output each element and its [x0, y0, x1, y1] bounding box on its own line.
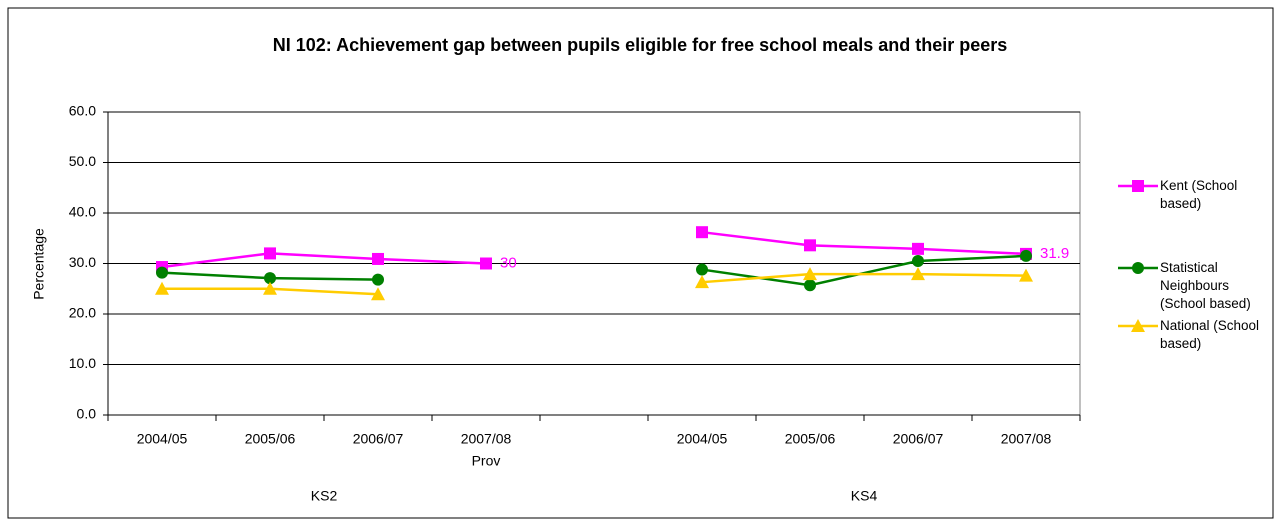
marker — [1019, 268, 1033, 282]
y-tick-label: 60.0 — [69, 103, 96, 119]
data-label: 30 — [500, 254, 517, 271]
marker — [912, 254, 924, 267]
marker — [480, 257, 492, 270]
data-label: 31.9 — [1040, 245, 1069, 262]
x-tick-label: 2007/08 — [1001, 431, 1052, 447]
marker — [1132, 262, 1144, 274]
marker — [696, 263, 708, 276]
marker — [804, 239, 816, 252]
marker — [264, 247, 276, 260]
marker — [155, 281, 169, 295]
x-tick-label: 2004/05 — [137, 431, 188, 447]
marker — [803, 267, 817, 281]
group-label: KS2 — [311, 488, 338, 504]
y-tick-label: 20.0 — [69, 305, 96, 321]
marker — [695, 275, 709, 289]
x-tick-label: 2005/06 — [245, 431, 296, 447]
y-tick-label: 50.0 — [69, 153, 96, 169]
y-axis-label: Percentage — [31, 228, 47, 300]
x-tick-label: 2006/07 — [353, 431, 404, 447]
marker — [1132, 180, 1144, 192]
marker — [696, 226, 708, 239]
marker — [263, 281, 277, 295]
marker — [264, 272, 276, 285]
marker — [911, 267, 925, 281]
marker — [804, 279, 816, 292]
chart-title: NI 102: Achievement gap between pupils e… — [273, 35, 1008, 55]
marker — [912, 242, 924, 255]
marker — [372, 252, 384, 265]
x-tick-label: 2007/08 — [461, 431, 512, 447]
x-tick-label: 2004/05 — [677, 431, 728, 447]
group-label: KS4 — [851, 488, 878, 504]
x-tick-sublabel: Prov — [472, 453, 501, 469]
y-tick-label: 40.0 — [69, 204, 96, 220]
marker — [1131, 319, 1145, 332]
marker — [372, 273, 384, 286]
marker — [156, 266, 168, 279]
marker — [371, 287, 385, 301]
marker — [1020, 249, 1032, 262]
legend-label: Statistical Neighbours (School based) — [1160, 260, 1251, 311]
legend-label: National (School based) — [1160, 318, 1260, 351]
y-tick-label: 10.0 — [69, 355, 96, 371]
y-tick-label: 0.0 — [77, 406, 97, 422]
series-line — [161, 230, 1027, 269]
x-tick-label: 2006/07 — [893, 431, 944, 447]
legend-label: Kent (School based) — [1160, 178, 1238, 211]
x-tick-label: 2005/06 — [785, 431, 836, 447]
y-tick-label: 30.0 — [69, 254, 96, 270]
